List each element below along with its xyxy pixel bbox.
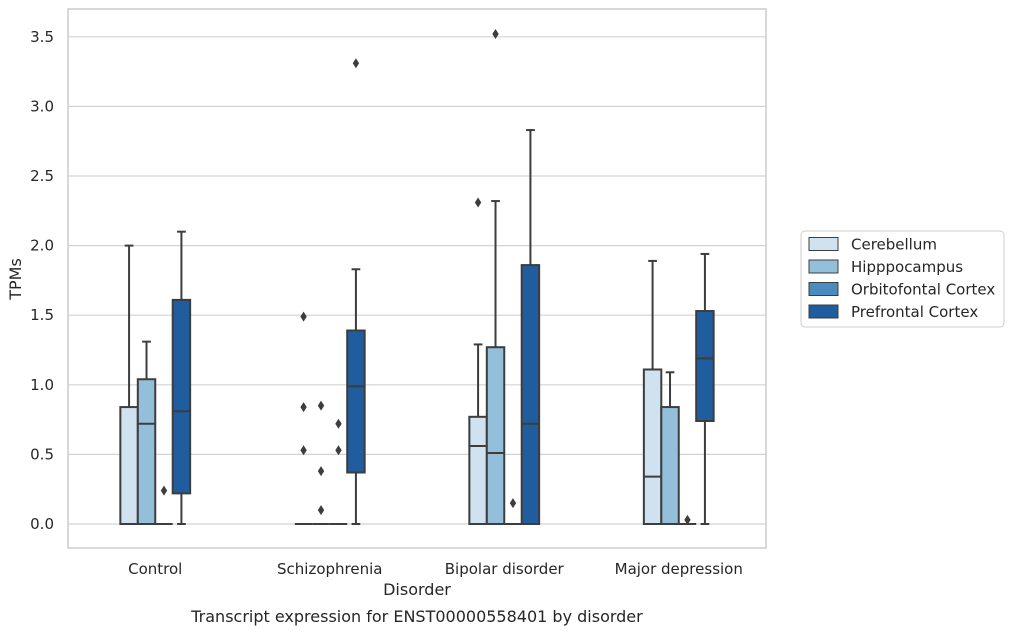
- box-layer: [119, 29, 715, 526]
- y-tick-label: 0.0: [30, 515, 54, 533]
- y-tick-label: 1.0: [30, 376, 54, 394]
- legend: Cerebellum Hipppocampus Orbitofontal Corte…: [800, 230, 1005, 328]
- outlier-point: [492, 29, 499, 40]
- x-tick-label: Control: [128, 560, 182, 578]
- y-tick-labels: 0.0 0.5 1.0 1.5 2.0 2.5 3.0 3.5: [30, 28, 54, 533]
- x-tick-label: Bipolar disorder: [445, 560, 565, 578]
- box-cerebellum: [119, 244, 139, 525]
- box-cerebellum: [642, 259, 663, 525]
- legend-swatch: [808, 237, 839, 251]
- outlier-point: [335, 445, 342, 456]
- legend-swatch: [808, 282, 839, 296]
- box-prefrontal-cortex: [171, 230, 192, 525]
- box-hipppocampus: [660, 371, 680, 525]
- box-orbitofontal-cortex: [155, 485, 173, 525]
- x-tick-labels: Control Schizophrenia Bipolar disorder Majo…: [128, 560, 743, 578]
- outlier-point: [335, 418, 342, 429]
- box-orbitofontal-cortex: [329, 418, 348, 525]
- outlier-point: [317, 400, 325, 411]
- legend-label: Cerebellum: [851, 236, 937, 254]
- legend-frame: [800, 230, 1005, 328]
- box-iqr: [642, 368, 663, 525]
- box-iqr: [695, 310, 715, 422]
- box-iqr: [520, 264, 541, 525]
- box-iqr: [485, 346, 506, 525]
- y-tick-label: 0.5: [30, 445, 54, 463]
- outlier-point: [300, 311, 307, 322]
- box-cerebellum: [294, 311, 313, 525]
- outlier-point: [317, 466, 325, 477]
- box-iqr: [660, 406, 680, 525]
- box-prefrontal-cortex: [695, 252, 715, 525]
- legend-swatch: [808, 259, 839, 274]
- box-hipppocampus: [312, 400, 330, 525]
- outlier-point: [300, 445, 307, 456]
- box-prefrontal-cortex: [346, 58, 366, 525]
- box-prefrontal-cortex: [520, 129, 541, 525]
- box-hipppocampus: [136, 340, 157, 525]
- legend-swatch: [808, 304, 839, 319]
- box-iqr: [468, 415, 488, 526]
- y-tick-label: 2.5: [30, 167, 54, 185]
- box-hipppocampus: [485, 29, 506, 525]
- outlier-point: [509, 498, 517, 509]
- outlier-point: [352, 58, 360, 69]
- box-orbitofontal-cortex: [504, 498, 522, 525]
- outlier-point: [300, 402, 307, 413]
- figure-caption: Transcript expression for ENST0000055840…: [190, 607, 643, 626]
- y-tick-label: 2.0: [30, 237, 54, 255]
- outlier-point: [160, 485, 168, 496]
- box-iqr: [171, 298, 192, 495]
- outlier-point: [317, 505, 325, 516]
- legend-label: Hipppocampus: [851, 258, 963, 276]
- box-iqr: [136, 378, 157, 525]
- box-cerebellum: [468, 197, 488, 526]
- box-iqr: [119, 406, 139, 525]
- y-tick-label: 3.0: [30, 97, 54, 115]
- x-tick-label: Schizophrenia: [277, 560, 382, 578]
- legend-label: Prefrontal Cortex: [851, 303, 978, 321]
- box-orbitofontal-cortex: [678, 514, 697, 525]
- outlier-point: [684, 514, 691, 525]
- outlier-point: [474, 197, 482, 208]
- y-tick-label: 3.5: [30, 28, 54, 46]
- legend-label: Orbitofontal Cortex: [851, 281, 995, 299]
- x-axis-title: Disorder: [383, 580, 451, 599]
- x-tick-label: Major depression: [615, 560, 743, 578]
- y-axis-title: TPMs: [6, 258, 25, 301]
- plot-frame: [67, 8, 767, 549]
- y-tick-label: 1.5: [30, 306, 54, 324]
- box-iqr: [346, 329, 366, 474]
